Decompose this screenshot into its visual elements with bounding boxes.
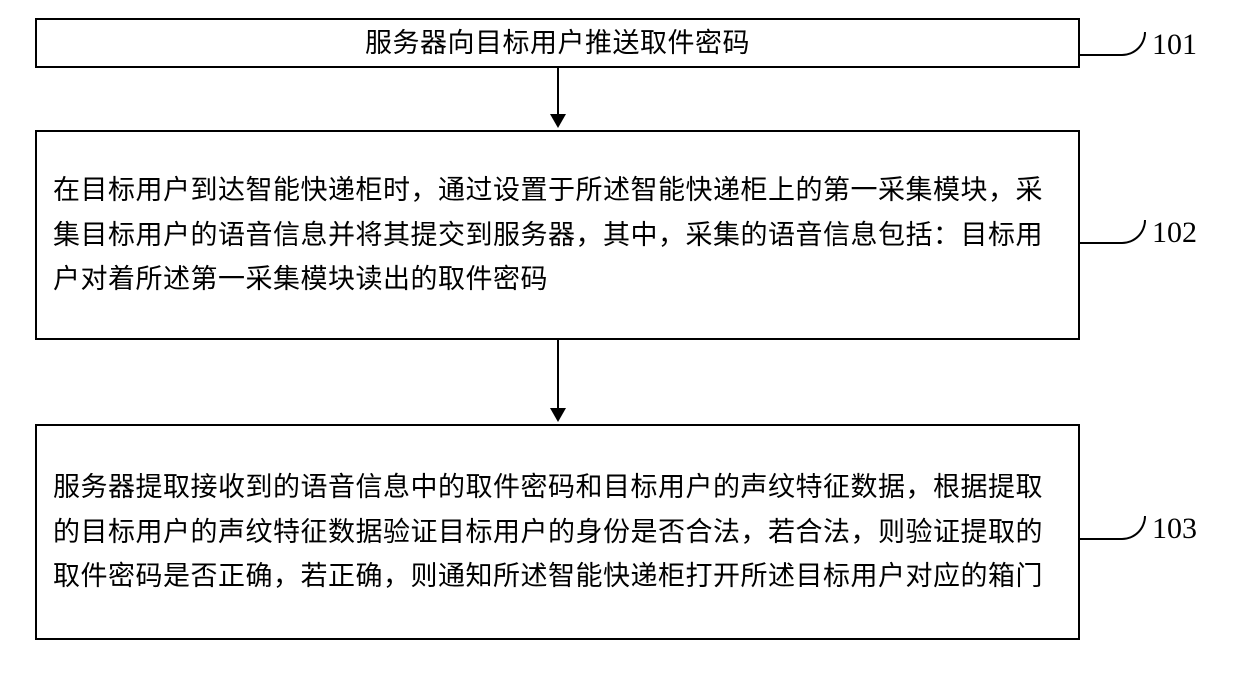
step-text-3: 服务器提取接收到的语音信息中的取件密码和目标用户的声纹特征数据，根据提取的目标用… bbox=[53, 465, 1062, 599]
arrow-2-line bbox=[557, 340, 559, 410]
flowchart-canvas: 服务器向目标用户推送取件密码 101 在目标用户到达智能快递柜时，通过设置于所述… bbox=[0, 0, 1240, 693]
arrow-2-head bbox=[550, 408, 566, 422]
step-label-2: 102 bbox=[1152, 216, 1197, 250]
arrow-1-head bbox=[550, 114, 566, 128]
step-label-3: 103 bbox=[1152, 512, 1197, 546]
label-connector-1 bbox=[1080, 32, 1146, 56]
step-label-1: 101 bbox=[1152, 28, 1197, 62]
step-text-1: 服务器向目标用户推送取件密码 bbox=[365, 21, 750, 66]
arrow-1-line bbox=[557, 68, 559, 116]
label-connector-2 bbox=[1080, 220, 1146, 244]
step-box-1: 服务器向目标用户推送取件密码 bbox=[35, 18, 1080, 68]
step-text-2: 在目标用户到达智能快递柜时，通过设置于所述智能快递柜上的第一采集模块，采集目标用… bbox=[53, 168, 1062, 302]
step-box-3: 服务器提取接收到的语音信息中的取件密码和目标用户的声纹特征数据，根据提取的目标用… bbox=[35, 424, 1080, 640]
step-box-2: 在目标用户到达智能快递柜时，通过设置于所述智能快递柜上的第一采集模块，采集目标用… bbox=[35, 130, 1080, 340]
label-connector-3 bbox=[1080, 516, 1146, 540]
